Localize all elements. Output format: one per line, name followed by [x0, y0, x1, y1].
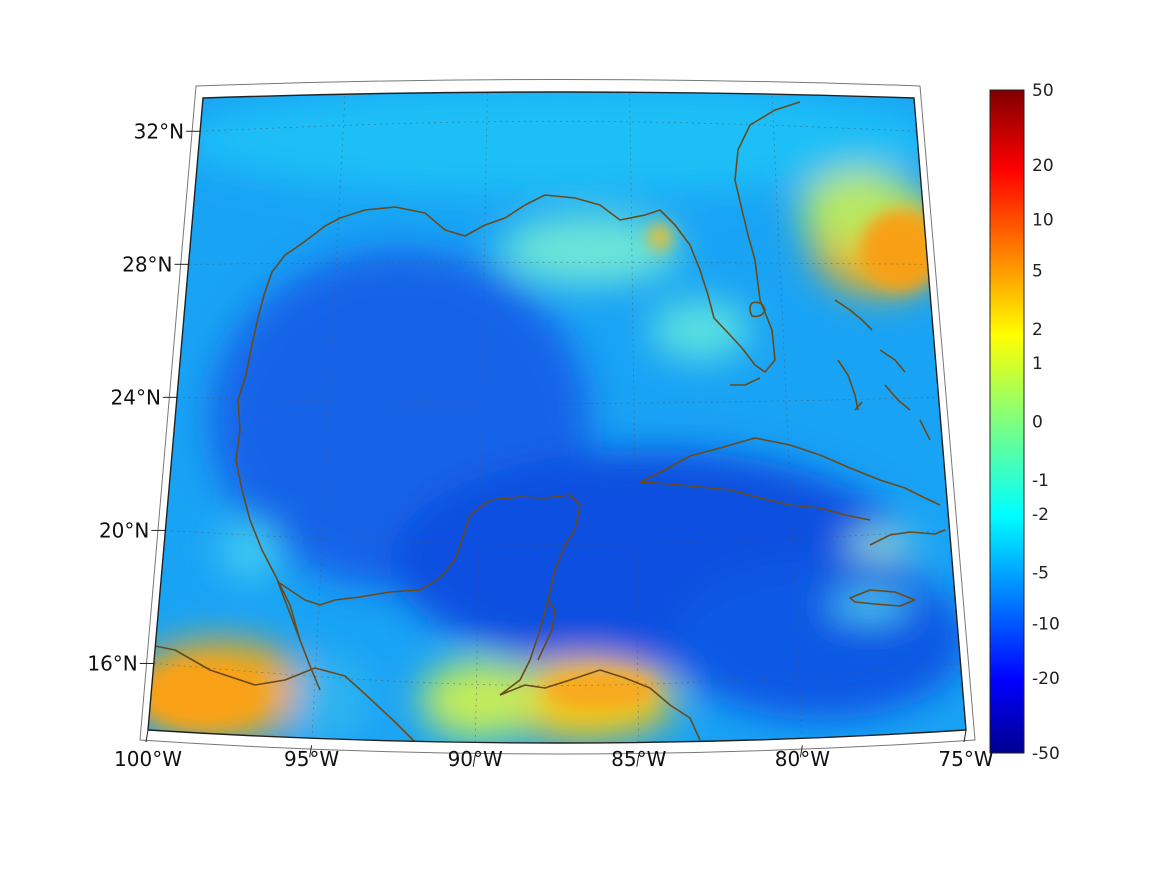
- latitude-tick-label: 16°N: [87, 651, 137, 675]
- longitude-tick-label: 85°W: [611, 747, 666, 771]
- coastline-yucatan-east: [537, 599, 556, 661]
- longitude-tick-mark: [309, 745, 313, 758]
- colorbar-tick-label: -2: [1032, 505, 1049, 525]
- colorbar-tick-label: 5: [1032, 261, 1043, 281]
- latitude-tick-label: 20°N: [99, 518, 149, 542]
- map-outer-frame: [139, 79, 976, 755]
- latitude-tick-label: 32°N: [134, 119, 184, 143]
- coastline-mexico-gulf-coast: [277, 494, 581, 696]
- latitude-labels: 32°N 28°N 24°N 20°N 16°N: [87, 119, 201, 675]
- longitude-tick-label: 95°W: [284, 747, 339, 771]
- colorbar-tick-label: 0: [1032, 413, 1043, 433]
- coastline-hispaniola: [869, 529, 946, 546]
- longitude-tick-label: 80°W: [775, 747, 830, 771]
- colorbar-tick-label: -50: [1032, 744, 1060, 764]
- data-field: [148, 92, 966, 743]
- coastline-cuba: [639, 437, 941, 521]
- longitude-tick-mark: [472, 754, 476, 767]
- coastline-gulf-mexico: [149, 101, 801, 743]
- graticule-parallel: [176, 397, 939, 404]
- colorbar-tick-label: 2: [1032, 320, 1043, 340]
- longitude-tick-mark: [636, 754, 640, 767]
- colorbar-ramp: [989, 89, 1025, 754]
- coastline-jamaica: [849, 589, 916, 607]
- field-peaks: [148, 210, 940, 725]
- colorbar-tick-label: -10: [1032, 615, 1060, 635]
- graticule-meridian: [771, 92, 803, 743]
- longitude-tick-mark: [799, 745, 803, 758]
- colorbar-tick-label: -20: [1032, 669, 1060, 689]
- longitude-tick-mark: [145, 729, 149, 743]
- map-frame: [147, 91, 967, 744]
- colorbar-tick-label: 50: [1032, 81, 1054, 101]
- coastline-florida-keys: [730, 377, 761, 386]
- coastlines: [149, 101, 946, 743]
- coastline-bahamas: [834, 299, 931, 441]
- latitude-tick-label: 28°N: [122, 252, 172, 276]
- longitude-tick-mark: [963, 729, 967, 743]
- colorbar-tick-label: 20: [1032, 156, 1054, 176]
- colorbar-tick-label: 10: [1032, 210, 1054, 230]
- colorbar-tick-label: 1: [1032, 354, 1043, 374]
- longitude-labels: 100°W 95°W 90°W 85°W 80°W 75°W: [114, 729, 994, 771]
- latitude-tick-label: 24°N: [111, 385, 161, 409]
- coastline-central-america: [499, 669, 701, 741]
- longitude-tick-label: 75°W: [938, 747, 993, 771]
- longitude-tick-label: 100°W: [114, 747, 182, 771]
- colorbar-tick-label: -1: [1032, 471, 1049, 491]
- graticule-meridian: [311, 92, 346, 743]
- longitude-tick-label: 90°W: [448, 747, 503, 771]
- graticule-parallel: [153, 663, 961, 686]
- coastline-lake-okeechobee: [749, 301, 766, 318]
- colorbar-tick-label: -5: [1032, 564, 1049, 584]
